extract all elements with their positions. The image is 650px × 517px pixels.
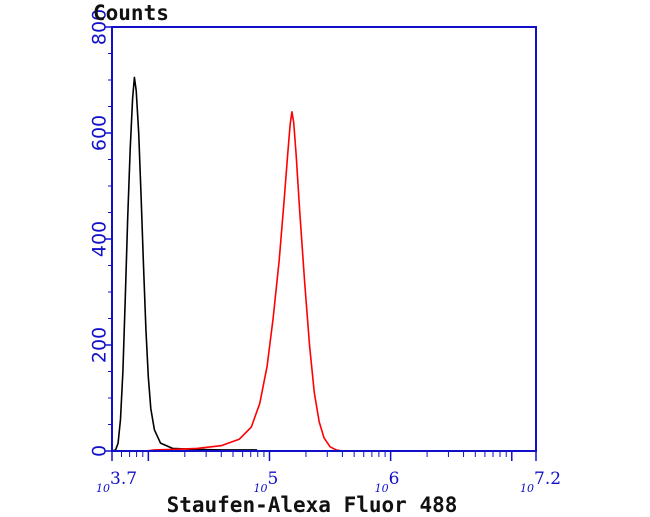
x-tick-label: 10 7.2 bbox=[520, 469, 561, 495]
x-tick-exponent: 7.2 bbox=[534, 469, 561, 489]
y-axis-title: Counts bbox=[93, 1, 169, 25]
y-axis-ticks: 0 200 400 600 800 bbox=[89, 9, 112, 457]
x-tick-base: 10 bbox=[253, 482, 267, 495]
y-tick-label: 800 bbox=[89, 9, 111, 45]
histogram-series-2 bbox=[145, 111, 343, 452]
x-tick-exponent: 5 bbox=[267, 469, 278, 489]
y-tick-label: 600 bbox=[89, 115, 111, 151]
x-tick-exponent: 6 bbox=[389, 469, 400, 489]
x-axis-title: Staufen-Alexa Fluor 488 bbox=[167, 493, 458, 517]
x-tick-label: 10 5 bbox=[253, 469, 278, 495]
y-tick-label: 0 bbox=[89, 445, 111, 457]
x-tick-exponent: 3.7 bbox=[110, 469, 137, 489]
x-tick-label: 10 6 bbox=[375, 469, 400, 495]
y-tick-label: 400 bbox=[89, 221, 111, 257]
plot-frame bbox=[111, 26, 537, 452]
x-axis-ticks: 10 3.7 10 5 10 6 10 7.2 bbox=[96, 451, 561, 495]
x-tick-base: 10 bbox=[375, 482, 389, 495]
x-tick-label: 10 3.7 bbox=[96, 469, 137, 495]
series-layer bbox=[111, 76, 343, 452]
x-tick-base: 10 bbox=[520, 482, 534, 495]
histogram-series-1 bbox=[111, 76, 258, 452]
y-tick-label: 200 bbox=[89, 327, 111, 363]
x-tick-base: 10 bbox=[96, 482, 110, 495]
